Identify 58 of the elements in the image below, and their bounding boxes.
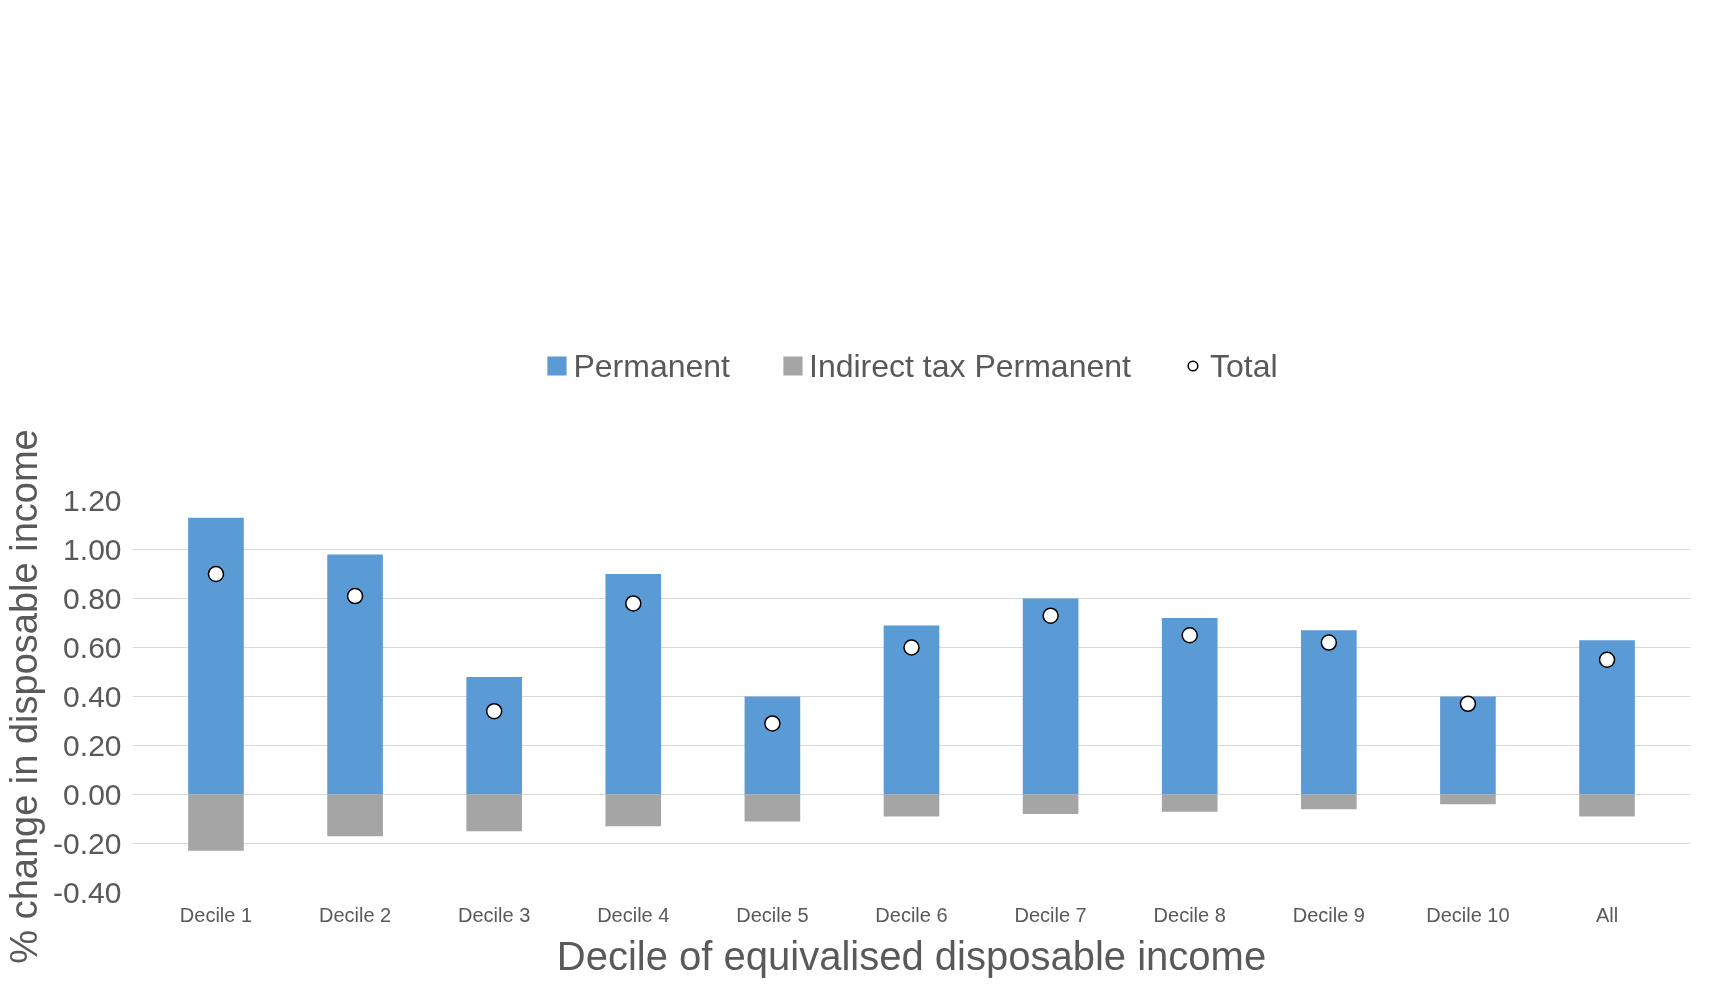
bar (1161, 794, 1218, 812)
x-tick-label: Decile 4 (597, 903, 670, 926)
point (1320, 634, 1338, 651)
x-tick-label: Decile 2 (318, 903, 392, 926)
point (903, 639, 920, 656)
bar (1440, 696, 1496, 795)
bar (1579, 640, 1635, 795)
point (764, 715, 781, 732)
point (1459, 695, 1477, 713)
x-tick-label: Decile 8 (1153, 903, 1226, 926)
bar (744, 696, 801, 795)
x-axis-title: Decile of equivalised disposable income (556, 933, 1267, 978)
bar (744, 794, 801, 822)
y-tick-label: 1.00 (63, 532, 122, 566)
bar (883, 794, 940, 817)
legend-label: Indirect tax Permanent (809, 347, 1131, 385)
legend-label: Permanent (573, 347, 730, 385)
y-tick-label: -0.20 (53, 826, 122, 860)
bar (1161, 618, 1218, 795)
legend-label: Total (1209, 347, 1278, 385)
point (1181, 627, 1198, 644)
point (346, 587, 364, 605)
bar (466, 676, 522, 795)
x-tick-label: Decile 3 (458, 903, 531, 926)
bar (605, 574, 662, 795)
x-tick-label: Decile 1 (179, 903, 253, 926)
y-tick-label: 0.00 (63, 777, 122, 811)
bar (327, 794, 383, 837)
point (485, 702, 503, 720)
bar (1579, 794, 1635, 817)
x-tick-label: Decile 6 (875, 903, 948, 926)
bar (466, 794, 522, 832)
x-tick-label: Decile 5 (736, 903, 809, 926)
y-tick-label: 0.40 (63, 679, 122, 713)
bar (605, 794, 662, 827)
point (1598, 651, 1616, 668)
bar (1301, 630, 1357, 795)
y-tick-label: 1.20 (63, 483, 122, 517)
bar (1022, 794, 1079, 815)
y-tick-label: 0.20 (63, 728, 122, 762)
bar (1301, 794, 1357, 810)
point (1042, 607, 1059, 624)
point (625, 595, 642, 612)
bar (1440, 794, 1496, 805)
bar (188, 794, 244, 851)
y-tick-label: 0.60 (63, 630, 122, 664)
bar (1022, 598, 1079, 795)
x-tick-label: Decile 10 (1426, 903, 1510, 926)
bar (188, 517, 244, 795)
bar (883, 625, 940, 795)
bar (327, 554, 383, 795)
y-tick-label: -0.40 (53, 875, 122, 909)
x-tick-label: All (1595, 903, 1619, 926)
x-tick-label: Decile 9 (1292, 903, 1365, 926)
y-tick-label: 0.80 (63, 581, 122, 615)
point (207, 565, 225, 583)
y-axis-title: % change in disposable income (3, 429, 46, 964)
x-tick-label: Decile 7 (1014, 903, 1087, 926)
